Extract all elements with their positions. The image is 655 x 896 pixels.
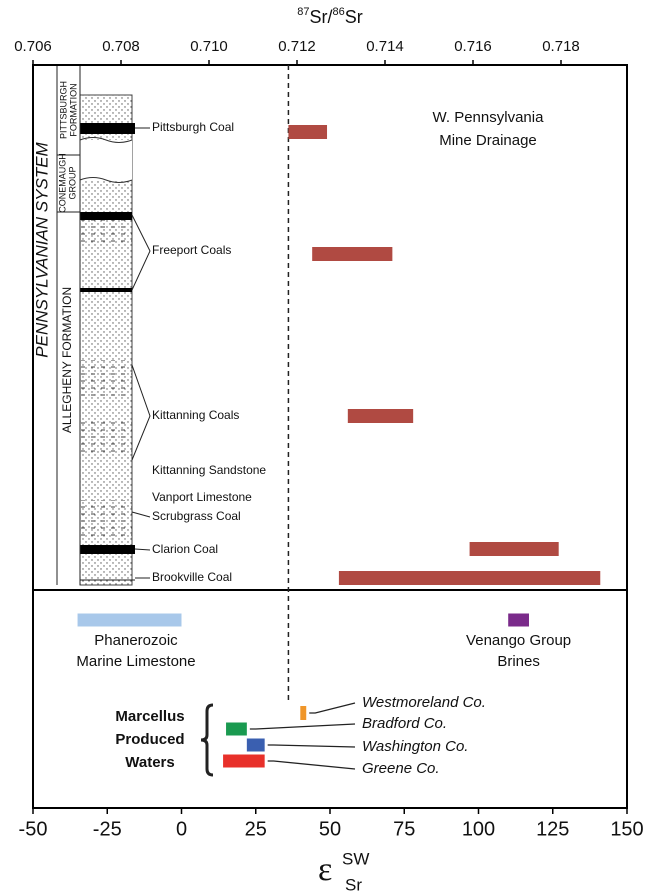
- system-label: PENNSYLVANIAN SYSTEM: [32, 141, 51, 357]
- el: Sr: [309, 7, 327, 27]
- end-member-label: Brines: [497, 653, 540, 670]
- coal-label: Pittsburgh Coal: [152, 120, 234, 134]
- x2-tick-label: 0.708: [102, 38, 140, 55]
- group-label: Produced: [115, 731, 184, 748]
- marcellus-label: Greene Co.: [362, 760, 440, 777]
- x-tick-label: 75: [393, 818, 415, 840]
- group-label: CONEMAUGH: [57, 153, 67, 213]
- column-label: Vanport Limestone: [152, 490, 252, 504]
- bar: [508, 613, 529, 627]
- end-member-label: Marine Limestone: [76, 653, 195, 670]
- coal-label: Clarion Coal: [152, 542, 218, 556]
- leader-line: [249, 723, 356, 730]
- leader-line: [309, 702, 356, 714]
- coal-label: Kittanning Coals: [152, 408, 239, 422]
- x-tick-label: 0: [176, 818, 187, 840]
- bar: [338, 571, 601, 585]
- x-tick-label: 150: [610, 818, 643, 840]
- x-tick-label: 50: [319, 818, 341, 840]
- x-tick-label: -25: [93, 818, 122, 840]
- bar: [246, 738, 265, 752]
- x-tick-label: 125: [536, 818, 569, 840]
- bar: [312, 247, 393, 261]
- x-axis-sup: SW: [342, 849, 369, 868]
- x2-axis-title: 87Sr/86Sr: [297, 6, 363, 27]
- el: Sr: [345, 7, 363, 27]
- formation-label: ALLEGHENY FORMATION: [60, 287, 74, 433]
- x2-tick-label: 0.710: [190, 38, 228, 55]
- bar: [288, 125, 328, 139]
- coal-label: Freeport Coals: [152, 243, 231, 257]
- annotation: W. Pennsylvania: [433, 109, 545, 126]
- end-member-label: Phanerozoic: [94, 632, 178, 649]
- annotation: Mine Drainage: [439, 132, 537, 149]
- marcellus-label: Washington Co.: [362, 738, 468, 755]
- bar: [223, 754, 265, 768]
- leader-line: [267, 760, 356, 770]
- x2-tick-label: 0.718: [542, 38, 580, 55]
- formation-label: FORMATION: [68, 83, 78, 136]
- sep: /: [327, 7, 332, 27]
- column-label: Kittanning Sandstone: [152, 463, 266, 477]
- x2-tick-label: 0.706: [14, 38, 52, 55]
- x2-tick-label: 0.714: [366, 38, 404, 55]
- x-tick-label: -50: [19, 818, 48, 840]
- x-axis-symbol: ε: [318, 851, 332, 888]
- end-member-label: Venango Group: [466, 632, 571, 649]
- group-label: GROUP: [67, 166, 77, 199]
- bar: [469, 542, 559, 556]
- x-axis-sub: Sr: [345, 875, 362, 894]
- leader-line: [267, 744, 356, 748]
- x2-tick-label: 0.716: [454, 38, 492, 55]
- coal-label: Brookville Coal: [152, 570, 232, 584]
- strat-column: [56, 65, 214, 777]
- marcellus-label: Bradford Co.: [362, 715, 447, 732]
- bar: [347, 409, 414, 423]
- x-tick-label: 100: [462, 818, 495, 840]
- x2-tick-label: 0.712: [278, 38, 316, 55]
- column-label: Scrubgrass Coal: [152, 509, 241, 523]
- sup: 87: [297, 6, 309, 18]
- sup: 86: [333, 6, 345, 18]
- bar: [77, 613, 182, 627]
- marcellus-label: Westmoreland Co.: [362, 694, 486, 711]
- group-label: Waters: [125, 754, 174, 771]
- bar: [300, 706, 307, 720]
- bar: [226, 722, 247, 736]
- group-label: Marcellus: [115, 708, 184, 725]
- x-tick-label: 25: [245, 818, 267, 840]
- formation-label: PITTSBURGH: [58, 81, 68, 139]
